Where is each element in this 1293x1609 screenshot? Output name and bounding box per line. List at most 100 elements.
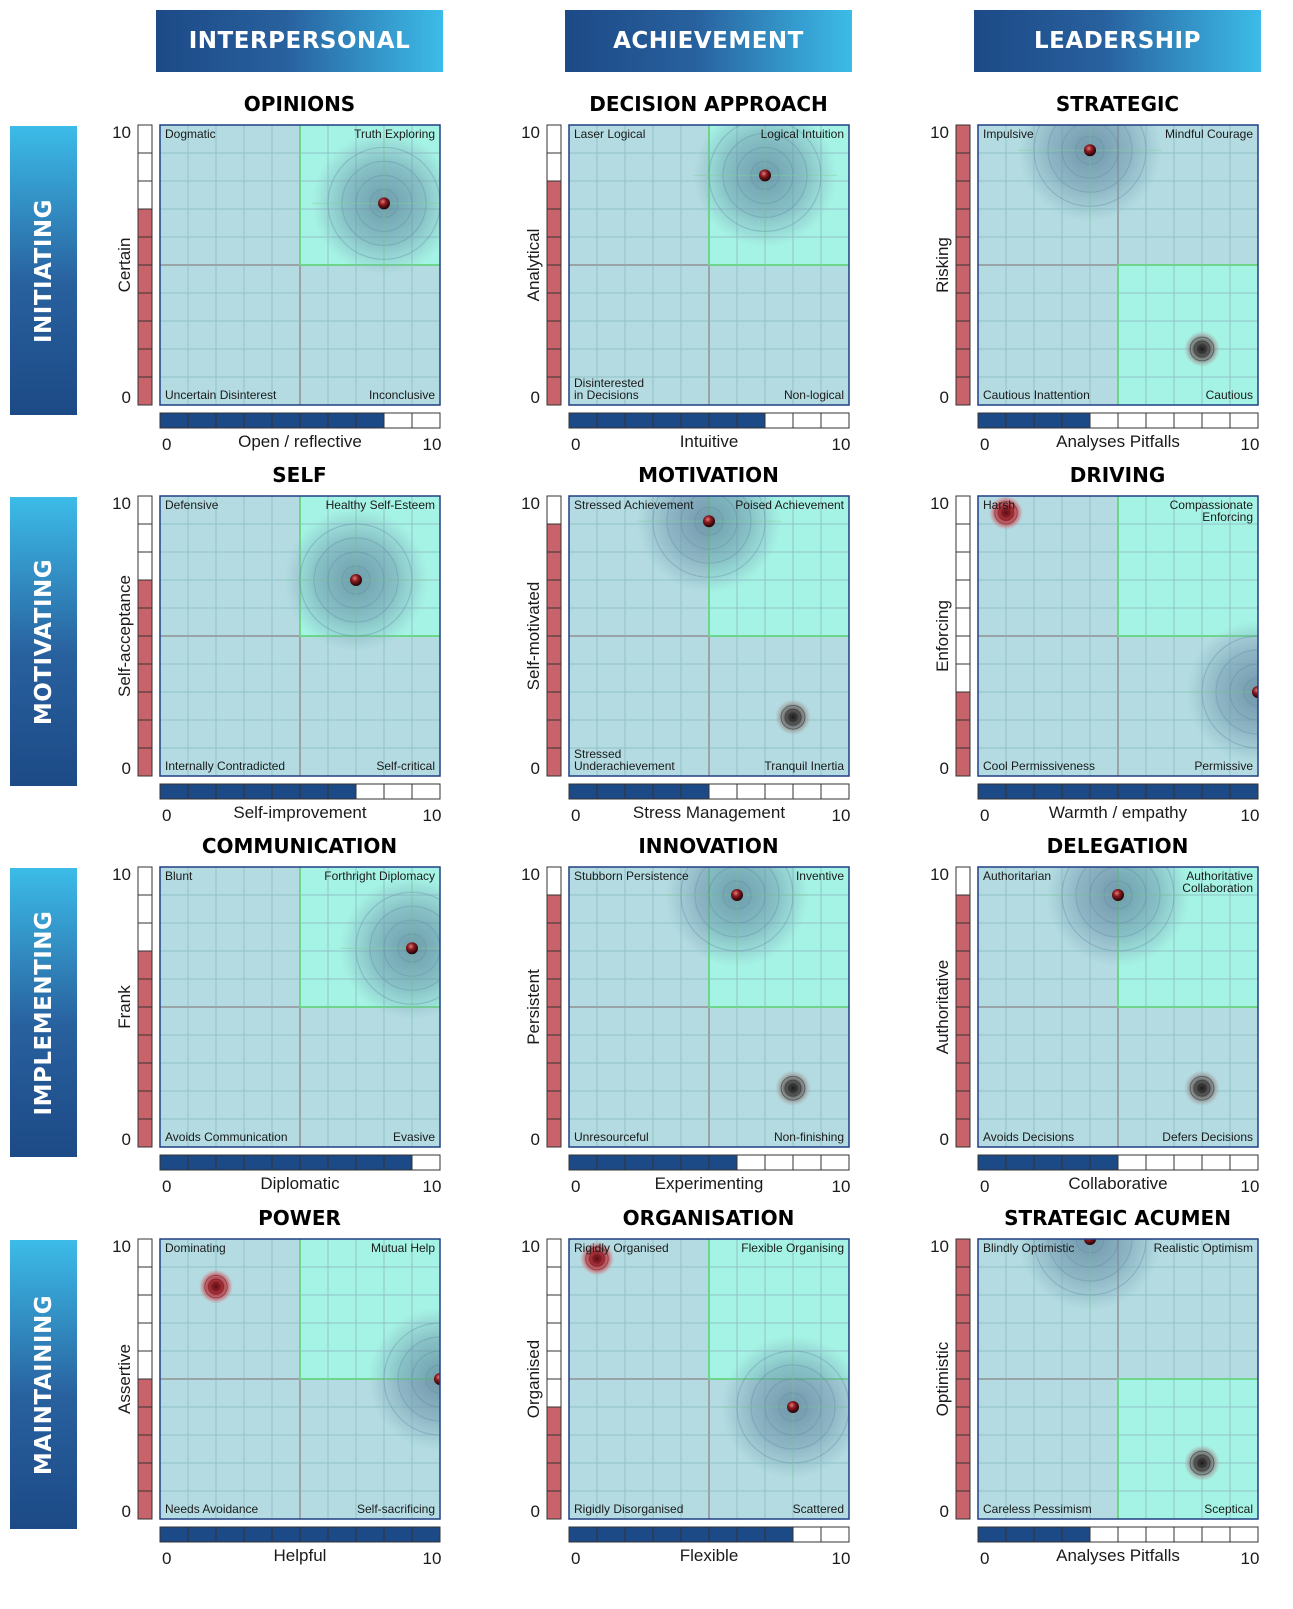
x-scale-segment	[1201, 412, 1231, 429]
chart-title: STRATEGIC	[1055, 92, 1180, 116]
swirl-marker	[1184, 331, 1220, 367]
highlight-quadrant	[300, 496, 440, 636]
halo-ring	[1061, 125, 1119, 179]
result-dot	[1252, 686, 1258, 698]
plot-area	[160, 125, 440, 405]
x-scale-segment	[271, 412, 301, 429]
quadrant-label-bottom-left: Unresourceful	[574, 1130, 649, 1144]
x-scale-segment	[977, 412, 1007, 429]
y-tick-label: 10	[112, 1237, 131, 1256]
x-scale-segment	[1229, 783, 1259, 800]
x-scale-segment	[977, 1526, 1007, 1543]
quadrant-label-top-left: Defensive	[165, 498, 219, 512]
y-scale-segment	[955, 1294, 971, 1324]
plot-area	[160, 1239, 440, 1519]
x-scale-segment	[411, 412, 441, 429]
x-scale-segment	[355, 1154, 385, 1171]
y-scale-segment	[955, 1434, 971, 1464]
x-scale-segment	[159, 783, 189, 800]
y-scale-segment	[137, 1322, 153, 1352]
x-scale-segment	[1117, 412, 1147, 429]
chart-title: DECISION APPROACH	[589, 92, 828, 116]
y-scale-segment	[546, 236, 562, 266]
row-header-label: MAINTAINING	[30, 1294, 57, 1475]
chart-title: COMMUNICATION	[201, 834, 398, 858]
x-scale-segment	[652, 1526, 682, 1543]
y-axis-label: Organised	[524, 1340, 543, 1418]
x-scale-segment	[1005, 1526, 1035, 1543]
y-scale-segment	[137, 348, 153, 378]
y-scale-segment	[955, 1062, 971, 1092]
chart-title: ORGANISATION	[622, 1206, 795, 1230]
swirl-ring	[1193, 340, 1211, 358]
y-scale-segment	[137, 635, 153, 665]
halo-ring	[1201, 635, 1258, 749]
swirl-ring	[1197, 1458, 1207, 1468]
halo-ring	[722, 132, 808, 218]
highlight-quadrant	[1118, 496, 1258, 636]
x-tick-label: 0	[162, 806, 171, 825]
halo-ring	[397, 1336, 440, 1422]
y-tick-label: 10	[930, 494, 949, 513]
y-scale-segment	[546, 208, 562, 238]
plot-area	[569, 867, 849, 1147]
x-scale-segment	[764, 1526, 794, 1543]
x-scale-segment	[1089, 1154, 1119, 1171]
y-scale-segment	[137, 607, 153, 637]
y-scale-segment	[955, 1034, 971, 1064]
swirl-ring	[1189, 1450, 1215, 1476]
x-axis-label: Self-improvement	[233, 803, 366, 822]
y-scale-segment	[137, 691, 153, 721]
halo-ring	[1243, 677, 1258, 707]
row-header-label: MOTIVATING	[30, 558, 57, 725]
y-scale-segment	[546, 1490, 562, 1520]
x-scale-segment	[383, 412, 413, 429]
y-tick-label: 0	[531, 759, 540, 778]
y-scale-segment	[137, 551, 153, 581]
chart-title: POWER	[258, 1206, 341, 1230]
quadrant-label-top-left: Dominating	[165, 1241, 226, 1255]
y-scale-segment	[137, 1434, 153, 1464]
y-axis-label: Assertive	[115, 1344, 134, 1414]
swirl-ring	[1193, 1454, 1211, 1472]
y-scale-segment	[546, 579, 562, 609]
quadrant-label-top-right: Realistic Optimism	[1154, 1241, 1253, 1255]
y-scale-segment	[546, 376, 562, 406]
x-scale-segment	[411, 1526, 441, 1543]
x-axis-label: Analyses Pitfalls	[1056, 432, 1180, 451]
label-line: Underachievement	[574, 759, 675, 773]
y-scale-segment	[137, 1406, 153, 1436]
y-scale-segment	[546, 1266, 562, 1296]
x-scale-segment	[1201, 1526, 1231, 1543]
halo-ring	[750, 1364, 836, 1450]
quadrant-label-top-right: Poised Achievement	[735, 498, 844, 512]
highlight-quadrant	[300, 125, 440, 265]
halo-ring	[327, 146, 440, 260]
swirl-ring	[784, 708, 802, 726]
y-scale-segment	[546, 1322, 562, 1352]
quadrant-label-top-left: Stressed Achievement	[574, 498, 694, 512]
x-axis-label: Intuitive	[680, 432, 739, 451]
x-scale-segment	[596, 1526, 626, 1543]
y-scale-segment	[955, 1322, 971, 1352]
result-dot	[378, 197, 390, 210]
y-scale-segment	[137, 950, 153, 980]
y-scale-segment	[955, 180, 971, 210]
y-scale-segment	[546, 1238, 562, 1268]
result-halo	[312, 131, 440, 276]
halo-ring	[750, 160, 780, 190]
x-scale-segment	[243, 1526, 273, 1543]
y-axis-label: Authoritative	[933, 960, 952, 1055]
y-scale-segment	[955, 866, 971, 896]
plot-border	[568, 866, 850, 1148]
plot-area	[160, 496, 440, 776]
x-scale-segment	[1005, 1154, 1035, 1171]
quadrant-label-top-left: Stubborn Persistence	[574, 869, 689, 883]
plot-border	[977, 495, 1259, 777]
plot-background	[978, 125, 1258, 405]
plot-border	[159, 124, 441, 406]
result-dot	[1112, 889, 1124, 901]
y-tick-label: 0	[940, 1502, 949, 1521]
plot-border	[568, 124, 850, 406]
quadrant-label-bottom-left: Avoids Communication	[165, 1130, 288, 1144]
